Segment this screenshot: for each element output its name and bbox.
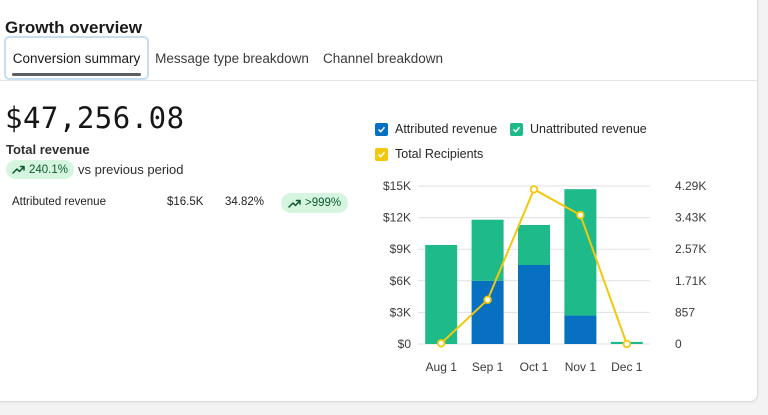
breakdown-change-badge: >999% [281, 193, 349, 213]
bar-attributed [564, 315, 597, 344]
y-left-tick-label: $15K [383, 179, 411, 193]
recipients-point [436, 339, 446, 348]
recipients-point [576, 210, 585, 220]
legend-unattributed-revenue[interactable]: Unattributed revenue [510, 122, 647, 136]
tab-bar: Conversion summary Message type breakdow… [0, 36, 757, 81]
y-left-tick-label: $0 [398, 337, 412, 351]
trend-up-icon [12, 165, 25, 174]
y-left-tick-label: $12K [383, 211, 411, 225]
bar-attributed [518, 265, 550, 344]
checkbox-icon [510, 122, 523, 136]
bar-unattributed [518, 224, 550, 265]
x-tick-label: Nov 1 [565, 360, 597, 374]
revenue-chart: $0 $3K $6K $9K $12K $15K 0 857 1.71K 2.57K 3.43K 4.… [383, 179, 706, 374]
y-right-tick-label: 857 [675, 305, 695, 319]
breakdown-row-name: Attributed revenue [12, 196, 106, 208]
tab-channel-breakdown[interactable]: Channel breakdown [322, 50, 444, 66]
legend-label: Total Recipients [395, 147, 484, 161]
legend-total-recipients[interactable]: Total Recipients [375, 147, 483, 161]
y-right-tick-label: 0 [675, 337, 682, 351]
x-tick-label: Oct 1 [520, 360, 549, 374]
tab-message-type-breakdown[interactable]: Message type breakdown [155, 50, 309, 66]
change-percent: 240.1% [29, 163, 69, 176]
change-comparison-text: vs previous period [78, 162, 184, 177]
bar-unattributed [471, 219, 504, 281]
recipients-point [529, 185, 539, 194]
y-right-tick-label: 2.57K [675, 242, 706, 256]
y-right-tick-label: 1.71K [675, 274, 706, 288]
recipients-point [622, 339, 631, 349]
x-tick-label: Sep 1 [472, 360, 504, 374]
change-badge: 240.1% [6, 160, 75, 179]
breakdown-row-percent: 34.82% [225, 196, 265, 208]
trend-up-icon [288, 199, 301, 208]
total-revenue-value: $47,256.08 [5, 101, 185, 135]
legend-attributed-revenue[interactable]: Attributed revenue [375, 122, 497, 136]
legend-label: Unattributed revenue [530, 122, 647, 136]
recipients-point [483, 295, 492, 305]
x-tick-label: Aug 1 [426, 360, 458, 374]
y-left-tick-label: $3K [390, 305, 411, 319]
breakdown-row-value: $16.5K [167, 196, 204, 208]
x-tick-label: Dec 1 [611, 360, 643, 374]
tab-conversion-summary[interactable]: Conversion summary [4, 36, 149, 80]
bar-unattributed [425, 244, 458, 344]
checkbox-icon [375, 122, 388, 136]
legend-label: Attributed revenue [395, 122, 498, 136]
y-right-tick-label: 4.29K [675, 179, 706, 193]
y-left-tick-label: $6K [390, 274, 411, 288]
bar-attributed [471, 280, 504, 344]
total-revenue-label: Total revenue [6, 142, 90, 157]
breakdown-change-value: >999% [305, 197, 342, 209]
page-title: Growth overview [5, 18, 142, 37]
y-right-tick-label: 3.43K [675, 211, 706, 225]
checkbox-icon [375, 147, 388, 161]
y-left-tick-label: $9K [390, 242, 411, 256]
